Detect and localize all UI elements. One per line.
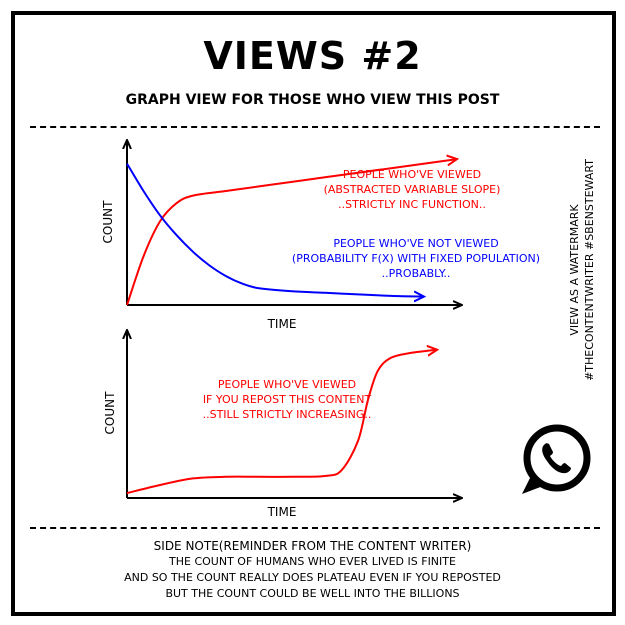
chart-1-x-label: TIME (267, 317, 297, 331)
watermark-line-2: #THECONTENTWRITER #SBENSTEWART (583, 159, 596, 381)
side-note-line-2: AND SO THE COUNT REALLY DOES PLATEAU EVE… (124, 571, 501, 584)
chart-1-annotation-not-viewed-2: (PROBABILITY F(X) WITH FIXED POPULATION) (292, 252, 540, 265)
chart-2-annotation-1: PEOPLE WHO'VE VIEWED (218, 378, 356, 391)
chart-1: COUNT TIME PEOPLE WHO'VE VIEWED (ABSTRAC… (101, 140, 540, 331)
chart-2-annotation-2: IF YOU REPOST THIS CONTENT (203, 393, 372, 406)
whatsapp-icon (522, 424, 591, 494)
panel-frame (11, 11, 616, 616)
chart-2-x-label: TIME (267, 505, 297, 519)
divider-top (30, 126, 600, 128)
chart-1-series-not-viewed (126, 163, 424, 297)
chart-1-annotation-viewed-2: (ABSTRACTED VARIABLE SLOPE) (324, 183, 501, 196)
chart-1-y-label: COUNT (101, 200, 115, 244)
chart-1-annotation-viewed-3: ..STRICTLY INC FUNCTION.. (338, 198, 486, 211)
chart-2: COUNT TIME PEOPLE WHO'VE VIEWED IF YOU R… (103, 330, 462, 519)
chart-1-annotation-not-viewed-1: PEOPLE WHO'VE NOT VIEWED (333, 237, 498, 250)
chart-2-annotation-3: ..STILL STRICTLY INCREASING.. (203, 408, 372, 421)
chart-2-y-label: COUNT (103, 391, 117, 435)
side-note-line-3: BUT THE COUNT COULD BE WELL INTO THE BIL… (165, 587, 460, 600)
chart-1-annotation-viewed-1: PEOPLE WHO'VE VIEWED (343, 168, 481, 181)
page-subtitle: GRAPH VIEW FOR THOSE WHO VIEW THIS POST (125, 92, 500, 108)
chart-1-series-viewed (126, 159, 457, 306)
chart-1-annotation-not-viewed-3: ..PROBABLY.. (382, 267, 451, 280)
side-note: SIDE NOTE(REMINDER FROM THE CONTENT WRIT… (0, 538, 625, 602)
divider-bottom (30, 527, 600, 529)
side-note-line-1: THE COUNT OF HUMANS WHO EVER LIVED IS FI… (169, 555, 456, 568)
side-note-heading: SIDE NOTE(REMINDER FROM THE CONTENT WRIT… (153, 539, 472, 553)
chart-2-series-viewed-repost (126, 350, 437, 495)
page-title: VIEWS #2 (203, 34, 422, 78)
watermark-line-1: VIEW AS A WATERMARK (568, 204, 581, 336)
